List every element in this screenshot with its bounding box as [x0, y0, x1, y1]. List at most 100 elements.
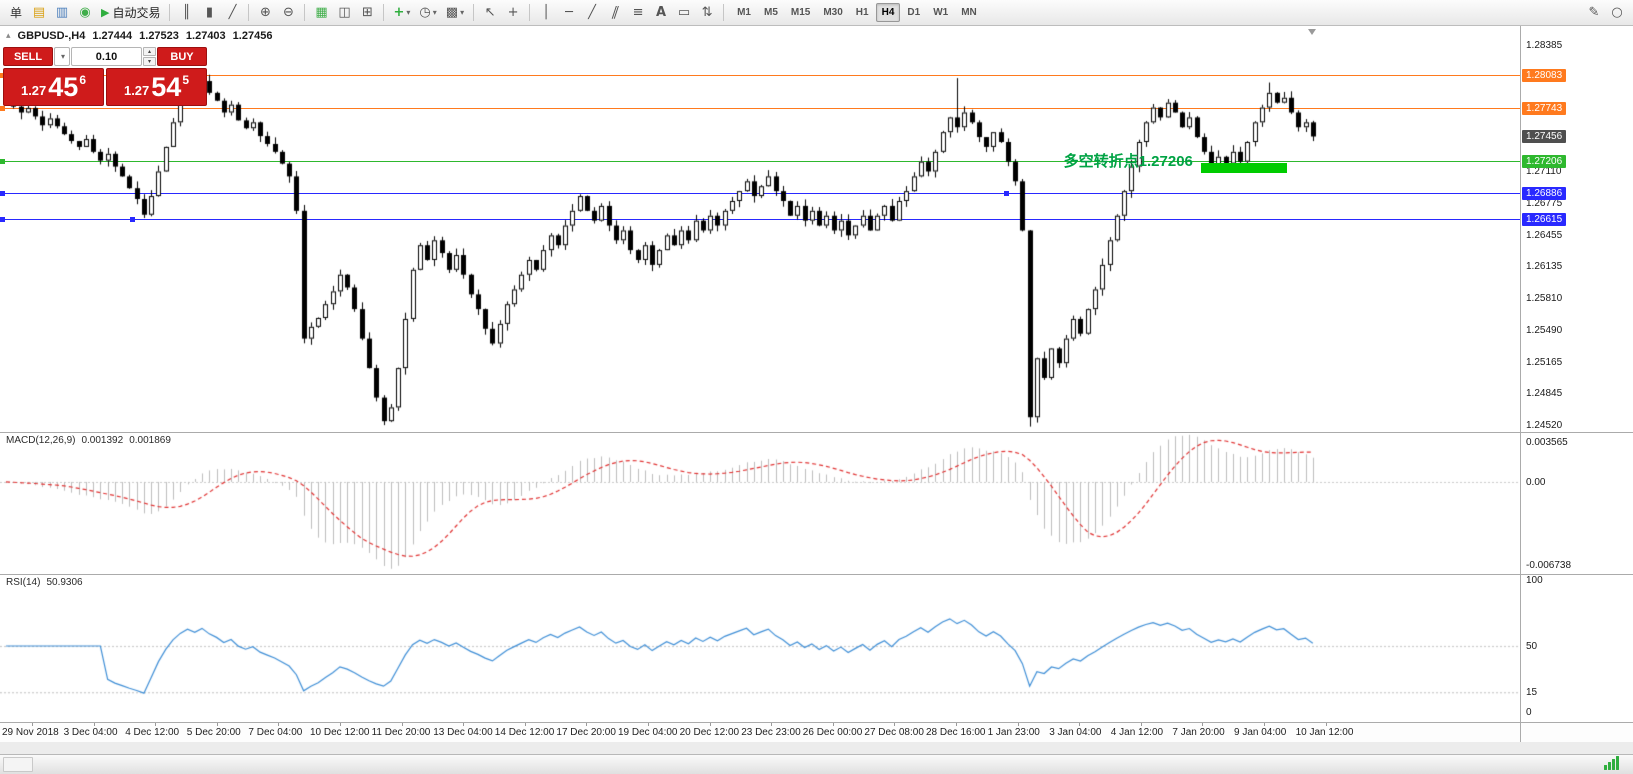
time-axis-label: 19 Dec 04:00 [618, 727, 678, 738]
status-cell [3, 757, 33, 772]
time-axis-label: 17 Dec 20:00 [556, 727, 616, 738]
chart-line-button[interactable]: ╱ [221, 2, 243, 23]
vline-tool-button[interactable]: │ [535, 2, 557, 23]
pivot-annotation[interactable]: 多空转折点1.27206 [1063, 152, 1193, 170]
timeframe-m15[interactable]: M15 [785, 3, 816, 22]
periods-button[interactable]: ◷ ▾ [415, 2, 440, 23]
arrows-icon: ⇅ [701, 5, 713, 20]
timeframe-d1[interactable]: D1 [901, 3, 926, 22]
channel-tool-button[interactable]: ∥ [604, 2, 626, 23]
toolbar-separator [723, 4, 725, 21]
volume-up-button[interactable]: ▴ [143, 47, 156, 56]
fibonacci-tool-button[interactable]: ≡ [627, 2, 649, 23]
chart-bars-button[interactable]: ║ [175, 2, 197, 23]
autotrading-play-icon: ▶ [101, 6, 110, 19]
timeframe-mn[interactable]: MN [955, 3, 983, 22]
edit-button[interactable]: ✎ [1583, 2, 1605, 23]
time-axis-label: 5 Dec 20:00 [186, 727, 241, 738]
price-chart-canvas[interactable] [0, 26, 1520, 722]
templates-button[interactable]: ▩ ▾ [442, 2, 468, 23]
buy-button[interactable]: BUY [157, 47, 207, 66]
time-axis-label: 26 Dec 00:00 [802, 727, 863, 738]
time-axis-label: 23 Dec 23:00 [741, 727, 801, 738]
timeframe-m5[interactable]: M5 [758, 3, 784, 22]
sell-price-display[interactable]: 1.27 45 6 [3, 68, 104, 106]
time-axis-label: 10 Jan 12:00 [1295, 727, 1354, 738]
price-axis-label: 1.26775 [1526, 198, 1563, 210]
crosshair-tool-button[interactable]: + [502, 2, 524, 23]
sell-button[interactable]: SELL [3, 47, 53, 66]
volume-input[interactable] [71, 47, 142, 66]
new-order-button[interactable]: 单 [5, 2, 27, 23]
pane-separator[interactable] [0, 432, 1633, 433]
chevron-down-icon: ▾ [432, 8, 437, 17]
market-watch-icon: ▤ [32, 5, 46, 20]
time-axis-label: 7 Jan 20:00 [1172, 727, 1225, 738]
toolbar-separator [304, 4, 306, 21]
rsi-axis-label: 15 [1526, 687, 1538, 699]
toolbar-separator [473, 4, 475, 21]
clock-icon: ◷ [419, 5, 431, 20]
chart-candles-button[interactable]: ▮ [198, 2, 220, 23]
label-tool-button[interactable]: ▭ [673, 2, 695, 23]
autotrading-button[interactable]: ▶ 自动交易 [97, 2, 164, 23]
time-axis[interactable]: 29 Nov 2018 3 Dec 04:00 4 Dec 12:00 5 Dec 2… [0, 722, 1633, 742]
timeframe-h4[interactable]: H4 [875, 3, 901, 22]
timeframe-h1[interactable]: H1 [850, 3, 875, 22]
zoom-in-icon: ⊕ [260, 5, 271, 20]
arrange-windows-button[interactable]: ◫ [333, 2, 355, 23]
time-axis-tick [1202, 723, 1204, 726]
price-axis-label: 1.25490 [1526, 324, 1563, 336]
cursor-tool-button[interactable]: ↖ [479, 2, 501, 23]
chevron-down-icon: ▾ [460, 8, 465, 17]
sell-price-big: 45 [48, 71, 79, 102]
symbol-period: GBPUSD-,H4 [17, 30, 86, 42]
market-watch-button[interactable]: ▤ [28, 2, 50, 23]
volume-spinner: ▴ ▾ [143, 47, 156, 66]
price-axis-label: 1.26455 [1526, 229, 1563, 241]
buy-price-prefix: 1.27 [123, 83, 150, 98]
timeframe-m30[interactable]: M30 [817, 3, 848, 22]
time-axis-label: 1 Jan 23:00 [987, 727, 1040, 738]
volume-down-button[interactable]: ▾ [143, 57, 156, 66]
ohlc-high: 1.27523 [139, 30, 179, 42]
rsi-axis-label: 100 [1526, 575, 1543, 586]
price-axis-label: 1.24520 [1526, 420, 1563, 432]
trendline-tool-button[interactable]: ╱ [581, 2, 603, 23]
buy-price-display[interactable]: 1.27 54 5 [106, 68, 207, 106]
time-axis-tick [463, 723, 465, 726]
arrows-tool-button[interactable]: ⇅ [696, 2, 718, 23]
price-axis[interactable]: 1.28385 1.28083 1.27743 1.27456 1.27206 1.271… [1521, 26, 1633, 722]
timeframe-m1[interactable]: M1 [731, 3, 757, 22]
zoom-in-button[interactable]: ⊕ [254, 2, 276, 23]
chevron-down-icon: ▾ [406, 8, 411, 17]
connection-status-icon[interactable] [1604, 756, 1619, 770]
pane-separator[interactable] [0, 574, 1633, 575]
sell-price-sup: 6 [79, 73, 87, 87]
cascade-windows-button[interactable]: ⊞ [356, 2, 378, 23]
chart-title-marker-icon: ▴ [6, 31, 11, 41]
hline-tool-button[interactable]: ─ [558, 2, 580, 23]
price-tag: 1.27743 [1522, 102, 1567, 116]
navigator-button[interactable]: ◉ [74, 2, 96, 23]
highlight-rectangle[interactable] [1200, 162, 1287, 173]
community-button[interactable]: ○ [1606, 2, 1628, 23]
time-axis-tick [894, 723, 896, 726]
macd-value-signal: 0.001869 [129, 435, 171, 446]
text-tool-button[interactable]: A [650, 2, 672, 23]
chart-shift-marker[interactable] [1307, 29, 1316, 35]
status-bar [0, 754, 1633, 774]
tile-windows-button[interactable]: ▦ [310, 2, 332, 23]
ohlc-close: 1.27456 [232, 30, 273, 42]
data-window-button[interactable]: ▥ [51, 2, 73, 23]
zoom-out-button[interactable]: ⊖ [277, 2, 299, 23]
chart-area[interactable]: ▴ GBPUSD-,H4 1.27444 1.27523 1.27403 1.2… [0, 26, 1633, 742]
volume-dropdown-button[interactable]: ▾ [54, 47, 70, 66]
tile-windows-icon: ▦ [315, 5, 328, 20]
timeframe-w1[interactable]: W1 [927, 3, 954, 22]
time-axis-tick [1079, 723, 1081, 726]
rsi-label: RSI(14) [6, 577, 41, 588]
time-axis-tick [32, 723, 33, 726]
add-indicator-button[interactable]: + ▾ [389, 2, 414, 23]
time-axis-label: 7 Dec 04:00 [248, 727, 303, 738]
